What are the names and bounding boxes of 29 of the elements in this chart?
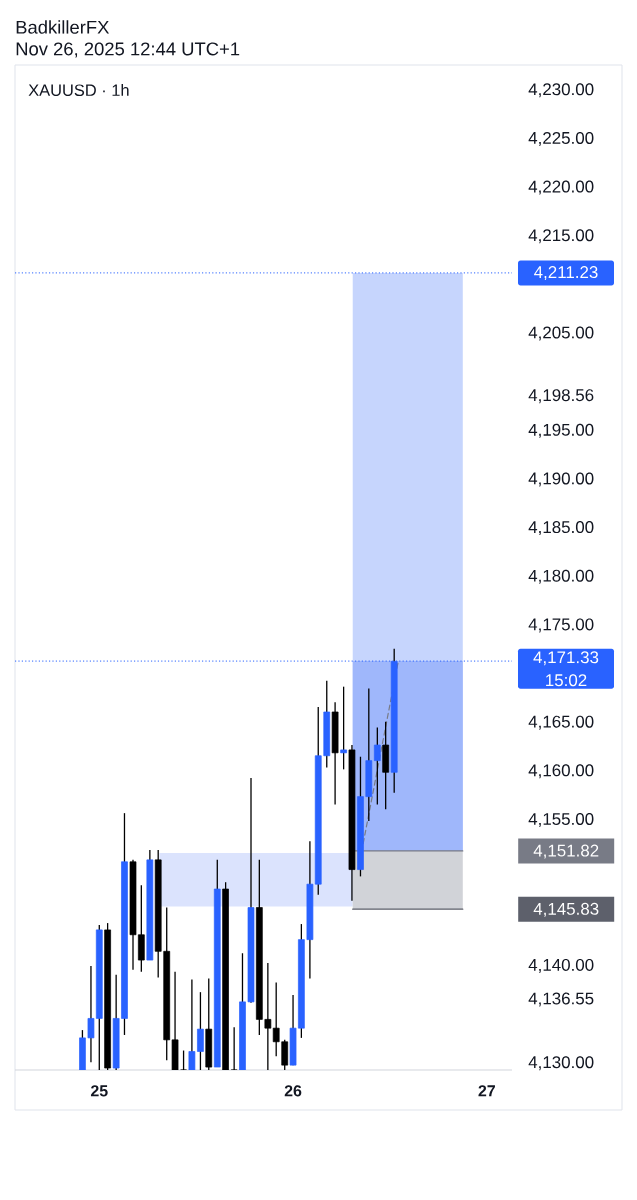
y-tick-label: 4,151.82 [533, 844, 599, 859]
text: Nov 26, 2025 12:44 UTC+1 [16, 42, 240, 58]
y-tick-label: 4,145.83 [533, 902, 599, 917]
x-tick-label: 26 [284, 1085, 302, 1097]
y-tick-label: 4,225.00 [528, 131, 594, 146]
y-tick-label: 4,190.00 [528, 472, 594, 487]
y-tick-label: 4,155.00 [528, 812, 594, 827]
y-tick-label: 4,230.00 [528, 83, 594, 98]
text: XAUUSD · 1h [28, 83, 129, 97]
y-tick-label: 4,175.00 [528, 618, 594, 633]
y-tick-label: 4,195.00 [528, 423, 594, 438]
ref-line-label: 4,211.23 [534, 266, 598, 281]
candlestick [180, 1049, 187, 1070]
x-tick-label: 25 [90, 1085, 108, 1097]
y-tick-label: 4,160.00 [528, 764, 594, 779]
y-tick-label: 4,185.00 [528, 521, 594, 536]
y-tick-label: 4,205.00 [528, 326, 594, 341]
y-tick-label: 4,220.00 [528, 180, 594, 195]
y-tick-label: 4,165.00 [528, 715, 594, 730]
y-tick-label: 4,136.55 [528, 992, 594, 1007]
text: BadkillerFX [16, 20, 110, 34]
y-tick-label: 4,215.00 [528, 229, 594, 244]
y-tick-label: 4,140.00 [528, 958, 594, 973]
candlestick [230, 1026, 238, 1070]
y-tick-label: 4,180.00 [528, 569, 594, 584]
y-tick-label: 4,130.00 [528, 1056, 594, 1071]
y-tick-label: 4,198.56 [528, 389, 594, 404]
x-tick-label: 27 [478, 1085, 495, 1097]
ref-line-label: 4,171.33 15:02 [533, 651, 599, 687]
